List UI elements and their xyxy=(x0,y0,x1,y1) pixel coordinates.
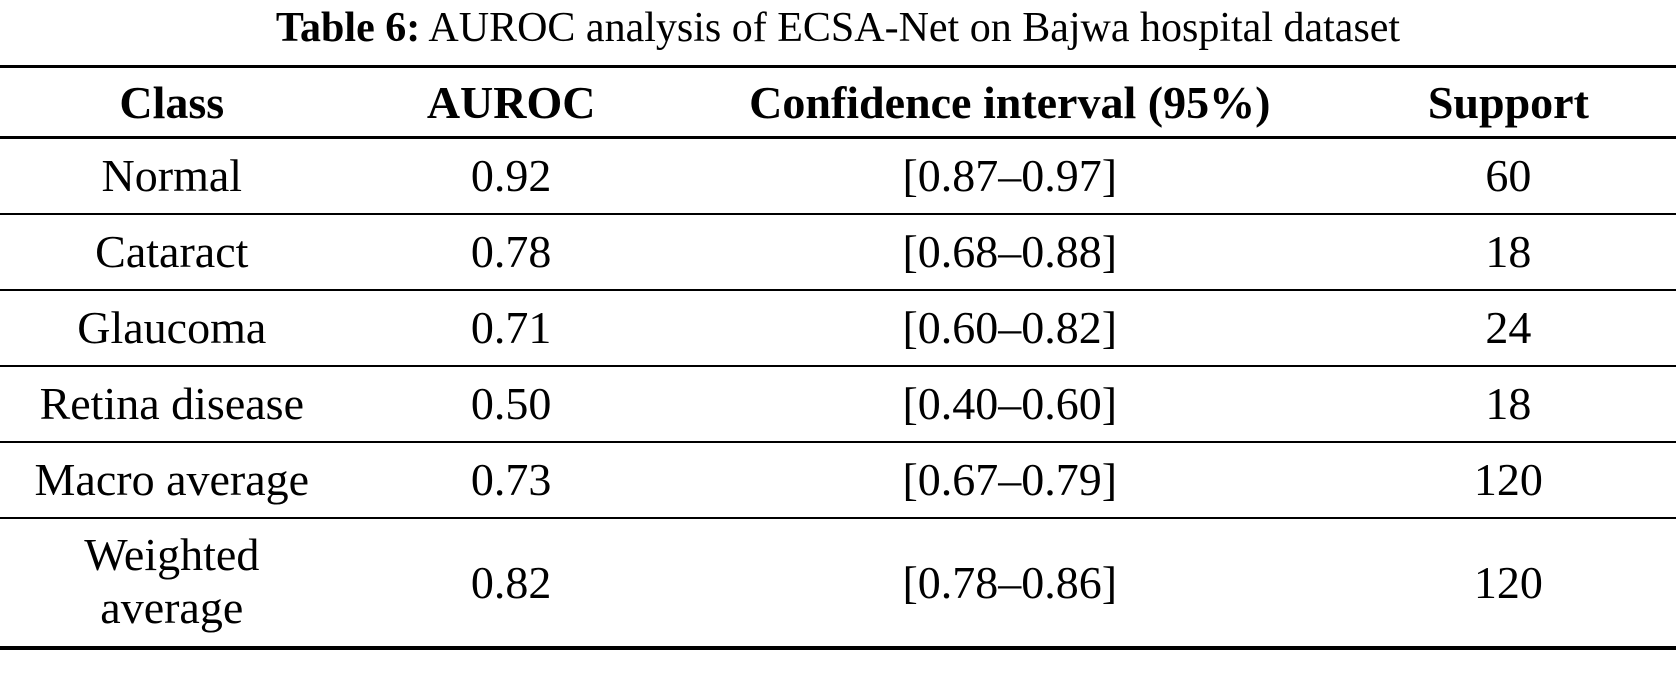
cell-class: Weighted average xyxy=(84,529,260,633)
cell-auroc: 0.71 xyxy=(470,302,552,353)
cell-support: 120 xyxy=(1473,454,1543,505)
table-body: Normal 0.92 [0.87–0.97] 60 Cataract 0.78… xyxy=(0,138,1676,648)
table-caption: Table 6: AUROC analysis of ECSA-Net on B… xyxy=(0,0,1676,65)
table-caption-label: Table 6: xyxy=(275,5,421,51)
table-row: Glaucoma 0.71 [0.60–0.82] 24 xyxy=(0,290,1676,366)
cell-class: Glaucoma xyxy=(77,302,267,353)
column-header-auroc: AUROC xyxy=(426,76,596,128)
table-row: Macro average 0.73 [0.67–0.79] 120 xyxy=(0,442,1676,518)
cell-support: 18 xyxy=(1485,226,1532,277)
table-caption-text: AUROC analysis of ECSA-Net on Bajwa hosp… xyxy=(420,5,1401,51)
table-row: Retina disease 0.50 [0.40–0.60] 18 xyxy=(0,366,1676,442)
cell-ci: [0.60–0.82] xyxy=(902,302,1118,353)
column-header-ci: Confidence interval (95%) xyxy=(749,76,1271,128)
header-row: Class AUROC Confidence interval (95%) Su… xyxy=(0,67,1676,138)
cell-auroc: 0.73 xyxy=(470,454,552,505)
cell-ci: [0.67–0.79] xyxy=(902,454,1118,505)
cell-auroc: 0.50 xyxy=(470,378,552,429)
cell-support: 60 xyxy=(1485,150,1532,202)
cell-support: 120 xyxy=(1473,556,1543,608)
table-row: Weighted average 0.82 [0.78–0.86] 120 xyxy=(0,518,1676,648)
cell-ci: [0.87–0.97] xyxy=(902,150,1118,202)
cell-auroc: 0.92 xyxy=(470,150,552,202)
table-row: Cataract 0.78 [0.68–0.88] 18 xyxy=(0,214,1676,290)
cell-support: 18 xyxy=(1485,378,1532,429)
cell-class: Retina disease xyxy=(39,378,304,429)
column-header-class: Class xyxy=(119,76,225,128)
cell-auroc: 0.82 xyxy=(470,556,552,608)
cell-ci: [0.40–0.60] xyxy=(902,378,1118,429)
auroc-table: Class AUROC Confidence interval (95%) Su… xyxy=(0,65,1676,650)
cell-class: Macro average xyxy=(34,454,310,505)
column-header-support: Support xyxy=(1427,76,1589,128)
cell-class: Normal xyxy=(101,150,243,202)
cell-auroc: 0.78 xyxy=(470,226,552,277)
cell-ci: [0.78–0.86] xyxy=(902,556,1118,608)
table-header: Class AUROC Confidence interval (95%) Su… xyxy=(0,67,1676,138)
cell-ci: [0.68–0.88] xyxy=(902,226,1118,277)
table-row: Normal 0.92 [0.87–0.97] 60 xyxy=(0,138,1676,214)
cell-class: Cataract xyxy=(95,226,249,277)
cell-support: 24 xyxy=(1485,302,1532,353)
